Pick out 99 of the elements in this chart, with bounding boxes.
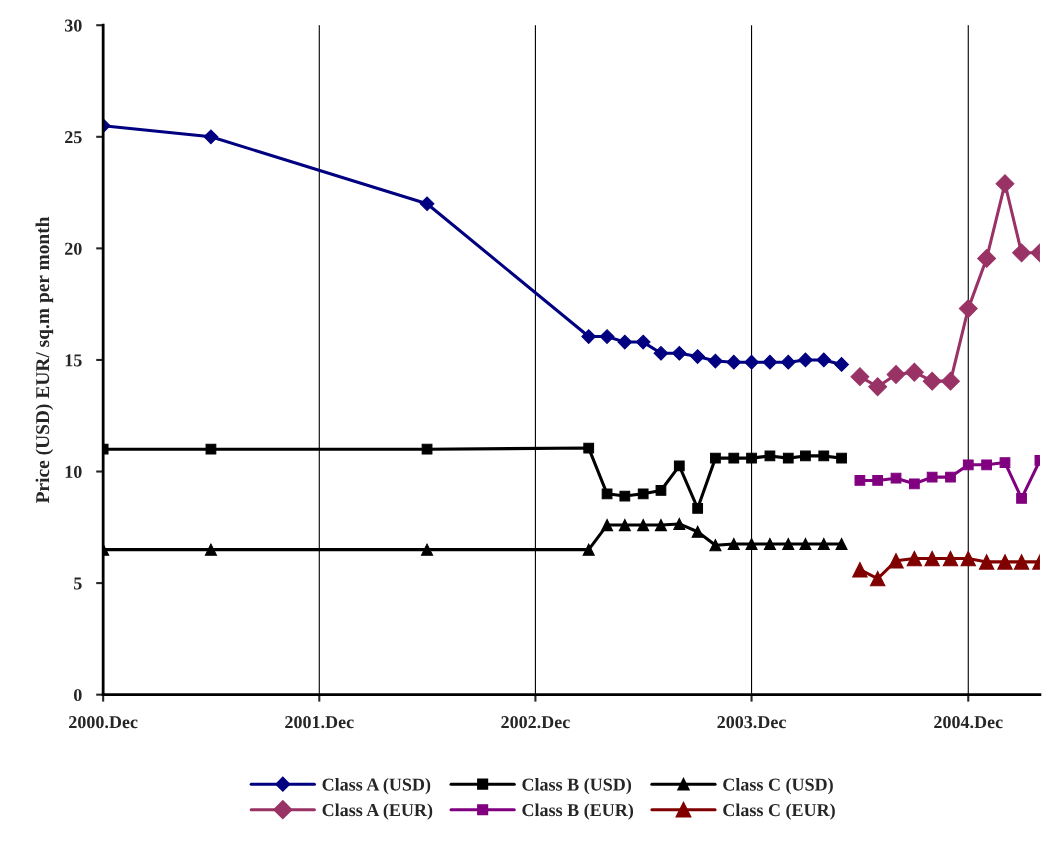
point <box>782 452 794 464</box>
point <box>836 452 847 464</box>
point <box>204 543 217 556</box>
point <box>1016 492 1027 504</box>
point <box>995 174 1015 194</box>
point <box>746 452 757 464</box>
y-tick-label: 25 <box>65 131 82 144</box>
point <box>868 377 888 397</box>
point <box>601 488 613 500</box>
point <box>834 357 849 372</box>
point <box>671 345 687 361</box>
point <box>618 519 631 532</box>
point <box>850 367 870 387</box>
point <box>583 442 595 454</box>
point <box>691 525 704 538</box>
y-tick-label: 0 <box>73 688 82 702</box>
point <box>709 539 722 552</box>
point <box>582 543 595 556</box>
point <box>869 570 886 587</box>
x-tick-label: 2004.Dec <box>934 716 1003 729</box>
point <box>906 550 923 567</box>
point <box>690 349 706 364</box>
point <box>745 537 758 551</box>
point <box>886 365 906 384</box>
legend-label: Class A (USD) <box>322 777 431 795</box>
point <box>203 129 219 145</box>
legend-label: Class A (EUR) <box>322 803 433 820</box>
point <box>924 550 940 567</box>
y-tick-label: 10 <box>65 465 82 478</box>
point <box>600 519 614 532</box>
point <box>421 443 433 455</box>
point <box>922 371 942 391</box>
point <box>673 517 686 531</box>
point <box>420 543 434 556</box>
point <box>962 459 974 471</box>
x-tick-label: 2003.Dec <box>717 716 786 729</box>
point <box>726 354 742 370</box>
point <box>708 353 723 369</box>
point <box>941 371 960 391</box>
point <box>904 362 924 382</box>
point <box>909 478 920 490</box>
point <box>981 459 992 471</box>
point <box>617 334 633 350</box>
point <box>799 537 812 551</box>
point <box>890 472 902 484</box>
point <box>619 490 631 502</box>
point <box>798 352 813 368</box>
y-tick-label: 15 <box>65 354 82 367</box>
point <box>744 354 759 370</box>
point <box>780 354 796 370</box>
y-tick-label: 5 <box>74 577 82 590</box>
point <box>205 443 217 455</box>
point <box>637 519 650 532</box>
point <box>978 554 995 570</box>
legend-label: Class C (EUR) <box>723 803 835 820</box>
x-tick-label: 2002.Dec <box>501 716 570 729</box>
point <box>692 502 704 514</box>
point <box>945 471 956 483</box>
point <box>728 452 740 464</box>
point <box>710 452 721 464</box>
y-axis-title: Price (USD) EUR/ sq.m per month <box>35 216 54 504</box>
point <box>655 485 667 496</box>
point <box>817 537 830 551</box>
y-tick-label: 20 <box>65 242 82 255</box>
point <box>653 345 669 361</box>
point <box>977 248 997 268</box>
point <box>852 561 868 578</box>
point <box>654 519 668 532</box>
point <box>1013 554 1030 570</box>
point <box>854 475 866 486</box>
point <box>763 537 776 551</box>
point <box>581 329 597 344</box>
point <box>999 457 1011 468</box>
point <box>727 537 740 551</box>
legend-label: Class B (USD) <box>522 777 632 795</box>
point <box>960 550 977 567</box>
point <box>800 450 811 462</box>
point <box>818 450 830 462</box>
legend-label: Class B (EUR) <box>522 803 634 820</box>
point <box>942 550 959 567</box>
point <box>635 334 651 350</box>
point <box>997 554 1013 570</box>
point <box>762 354 778 370</box>
point <box>872 475 884 486</box>
point <box>888 553 904 569</box>
point <box>958 299 978 319</box>
legend-label: Class C (USD) <box>723 777 833 795</box>
x-tick-label: 2001.Dec <box>285 716 354 729</box>
point <box>816 352 832 368</box>
point <box>1012 243 1032 263</box>
point <box>673 460 685 472</box>
point <box>926 471 938 483</box>
point <box>835 537 848 551</box>
x-tick-label: 2000.Dec <box>69 716 138 729</box>
y-tick-label: 30 <box>64 19 82 32</box>
point <box>782 537 795 551</box>
point <box>419 196 435 212</box>
point <box>599 329 615 344</box>
point <box>637 488 649 500</box>
